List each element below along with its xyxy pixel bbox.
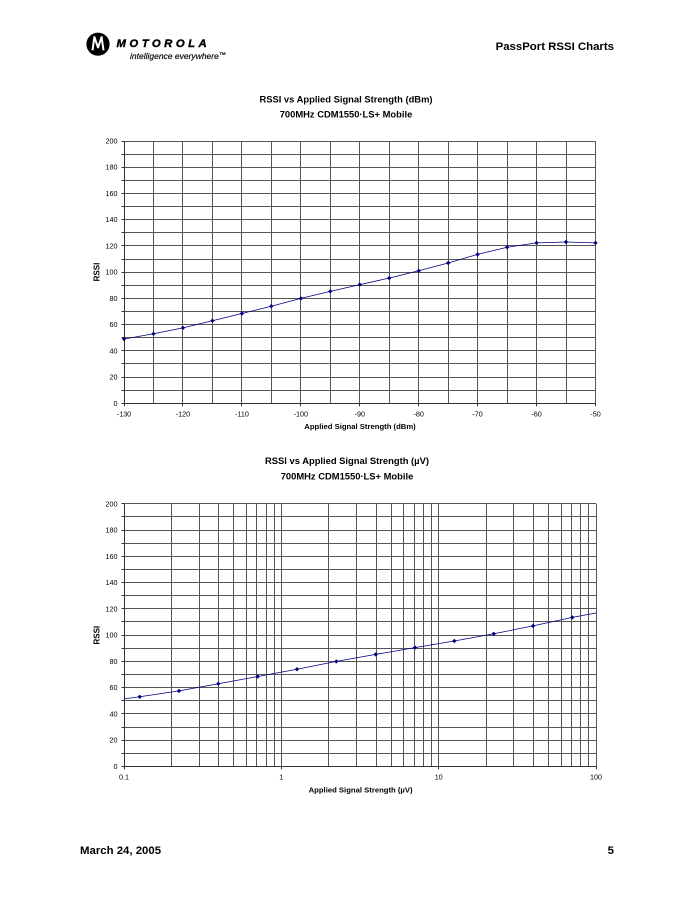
svg-text:20: 20 <box>110 736 118 745</box>
svg-text:700MHz CDM1550·LS+ Mobile: 700MHz CDM1550·LS+ Mobile <box>280 109 413 120</box>
svg-text:-90: -90 <box>355 410 365 419</box>
svg-text:-120: -120 <box>176 410 190 419</box>
svg-text:Applied Signal Strength (µV): Applied Signal Strength (µV) <box>309 786 413 795</box>
svg-text:100: 100 <box>590 773 602 782</box>
svg-text:-60: -60 <box>531 410 541 419</box>
svg-text:80: 80 <box>110 294 118 303</box>
svg-text:-100: -100 <box>294 410 308 419</box>
svg-text:120: 120 <box>106 604 118 613</box>
svg-text:200: 200 <box>106 137 118 146</box>
svg-text:120: 120 <box>106 241 118 250</box>
svg-text:-110: -110 <box>235 410 249 419</box>
svg-text:RSSI vs Applied Signal Strengt: RSSI vs Applied Signal Strength (dBm) <box>259 93 432 104</box>
svg-text:Applied Signal Strength (dBm): Applied Signal Strength (dBm) <box>304 422 416 431</box>
svg-text:60: 60 <box>110 683 118 692</box>
svg-text:RSSI vs Applied Signal Strengt: RSSI vs Applied Signal Strength (µV) <box>265 455 429 466</box>
svg-text:180: 180 <box>106 526 118 535</box>
svg-text:100: 100 <box>106 631 118 640</box>
svg-text:-80: -80 <box>414 410 424 419</box>
svg-text:1: 1 <box>279 773 283 782</box>
svg-text:100: 100 <box>106 268 118 277</box>
svg-text:160: 160 <box>106 552 118 561</box>
svg-text:0: 0 <box>114 762 118 771</box>
svg-text:20: 20 <box>110 373 118 382</box>
svg-text:700MHz CDM1550·LS+ Mobile: 700MHz CDM1550·LS+ Mobile <box>281 471 414 482</box>
svg-text:RSSI: RSSI <box>93 626 102 645</box>
svg-text:40: 40 <box>110 346 118 355</box>
svg-text:0.1: 0.1 <box>119 773 129 782</box>
svg-text:0: 0 <box>114 399 118 408</box>
svg-text:180: 180 <box>106 163 118 172</box>
svg-text:60: 60 <box>110 320 118 329</box>
svg-text:140: 140 <box>106 215 118 224</box>
svg-text:200: 200 <box>106 499 118 508</box>
svg-text:-70: -70 <box>472 410 482 419</box>
svg-text:-50: -50 <box>590 410 600 419</box>
svg-text:160: 160 <box>106 189 118 198</box>
svg-text:140: 140 <box>106 578 118 587</box>
svg-text:-130: -130 <box>117 410 131 419</box>
svg-text:RSSI: RSSI <box>93 263 102 282</box>
svg-text:40: 40 <box>110 709 118 718</box>
svg-text:80: 80 <box>110 657 118 666</box>
svg-text:10: 10 <box>435 773 443 782</box>
